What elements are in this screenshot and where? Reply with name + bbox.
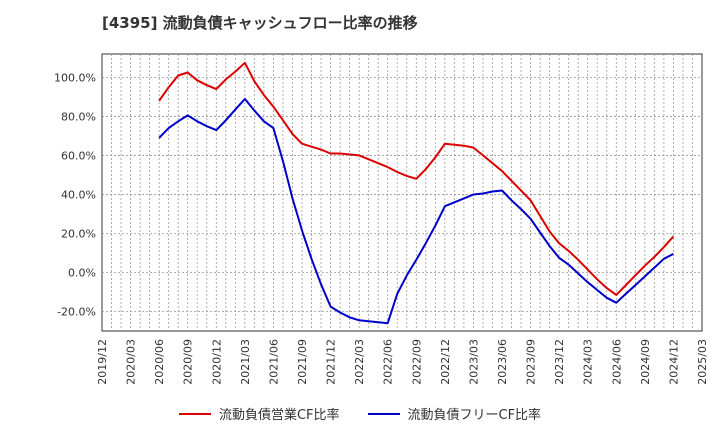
x-tick-label: 2021/09 [296,339,309,385]
legend-swatch-blue [367,412,400,415]
y-tick-label: 0.0% [68,266,96,279]
legend-item-free-cf: 流動負債フリーCF比率 [367,404,542,423]
legend-label-free-cf: 流動負債フリーCF比率 [407,408,542,423]
x-tick-label: 2022/12 [439,339,452,385]
y-tick-label: 40.0% [61,188,96,201]
chart-title: [4395] 流動負債キャッシュフロー比率の推移 [102,14,418,32]
x-axis-ticks: 2019/12 2020/03 2020/06 2020/09 2020/12 2021/… [96,339,709,385]
y-axis-ticks: 100.0% 80.0% 60.0% 40.0% 20.0% 0.0% -20.0% [54,71,96,318]
series-line-1 [158,97,674,325]
series-lines [158,61,675,325]
x-tick-label: 2022/03 [353,339,366,385]
x-tick-label: 2023/03 [467,339,480,385]
legend-item-operating-cf: 流動負債営業CF比率 [178,404,340,423]
x-tick-label: 2020/06 [153,339,166,385]
y-tick-label: 60.0% [61,149,96,162]
x-tick-label: 2023/09 [525,339,538,385]
x-tick-label: 2023/06 [496,339,509,385]
x-tick-label: 2024/03 [582,339,595,385]
x-tick-label: 2022/09 [410,339,423,385]
y-tick-label: 80.0% [61,110,96,123]
x-tick-label: 2021/06 [267,339,280,385]
x-tick-label: 2021/12 [325,339,338,385]
x-tick-label: 2024/12 [667,339,680,385]
legend-label-operating-cf: 流動負債営業CF比率 [218,408,340,423]
series-line-0 [158,61,675,296]
x-tick-label: 2024/06 [610,339,623,385]
y-tick-label: 20.0% [61,227,96,240]
grid-lines [102,54,702,331]
x-tick-label: 2021/03 [239,339,252,385]
x-tick-label: 2025/03 [696,339,709,385]
x-tick-label: 2024/09 [639,339,652,385]
x-tick-label: 2019/12 [96,339,109,385]
legend-swatch-red [178,412,211,415]
legend: 流動負債営業CF比率 流動負債フリーCF比率 [0,404,720,423]
y-tick-label: -20.0% [57,305,96,318]
x-tick-label: 2020/12 [210,339,223,385]
plot-area [101,53,703,332]
x-tick-label: 2020/03 [125,339,138,385]
x-tick-label: 2020/09 [182,339,195,385]
x-tick-label: 2022/06 [382,339,395,385]
x-tick-label: 2023/12 [553,339,566,385]
y-tick-label: 100.0% [54,71,96,84]
